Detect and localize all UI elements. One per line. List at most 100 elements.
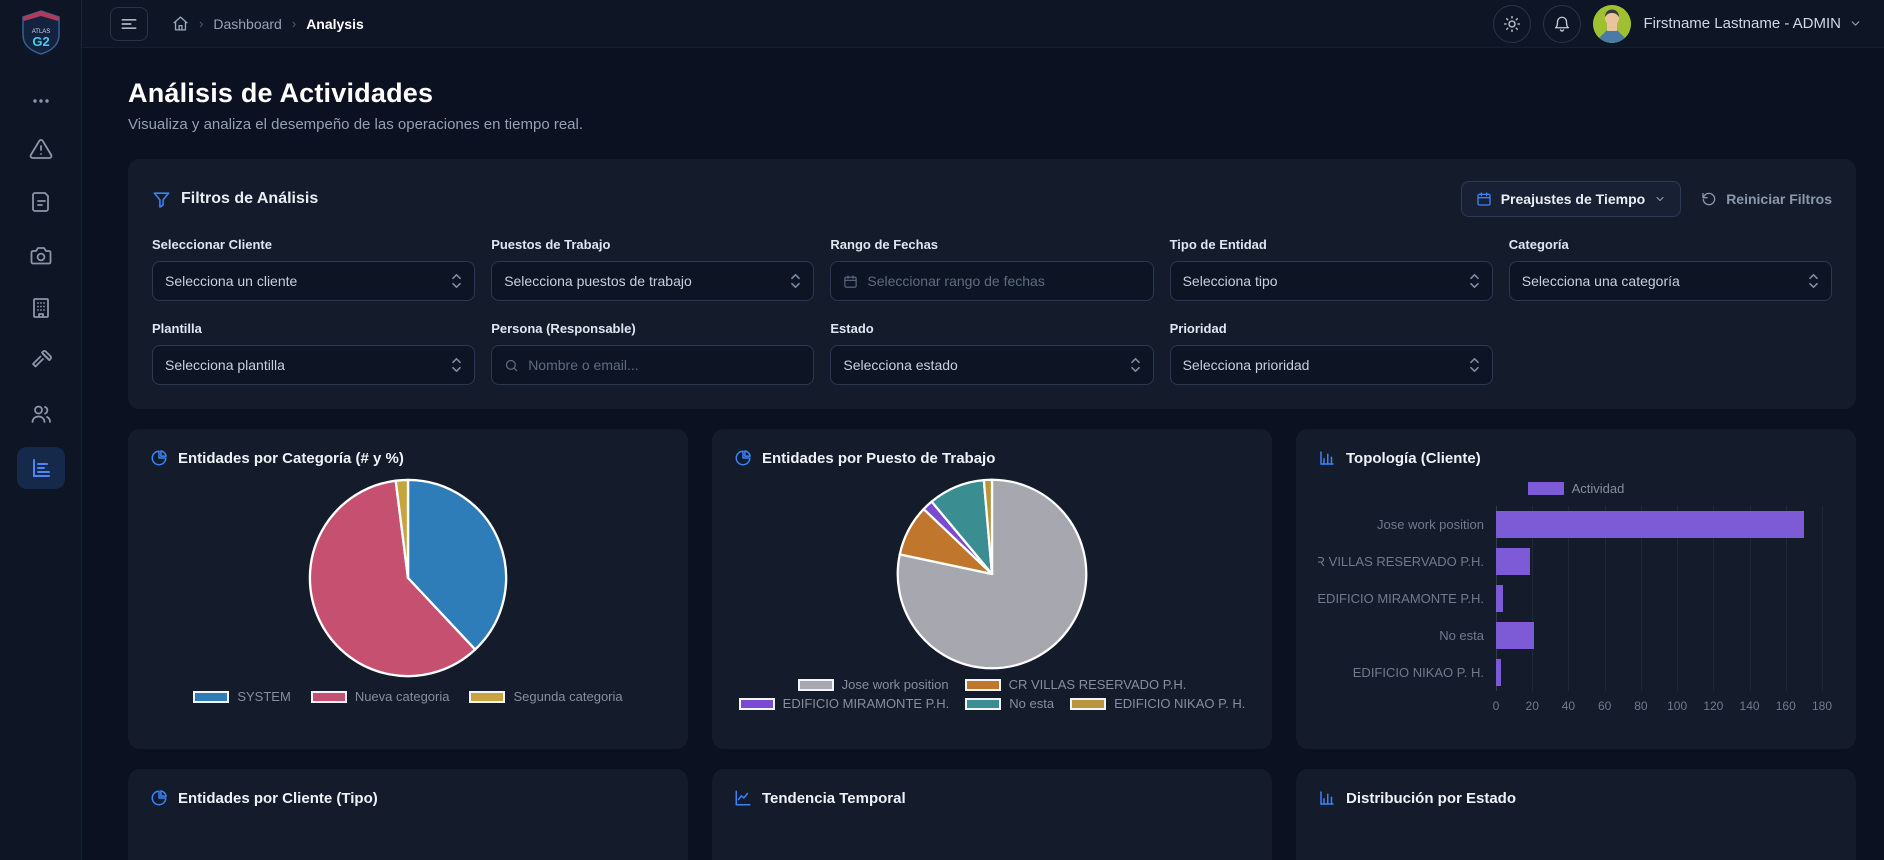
filter-funnel-icon — [152, 190, 171, 209]
chart-card-header: Entidades por Categoría (# y %) — [150, 449, 666, 467]
breadcrumb-separator: › — [291, 16, 297, 31]
legend-swatch — [469, 690, 506, 703]
pie-chart-icon — [150, 789, 168, 807]
atlas-g2-logo-icon: ATLAS G2 — [21, 10, 60, 55]
pie-svg[interactable] — [305, 475, 511, 681]
legend-swatch — [1070, 697, 1107, 710]
sidebar-hammer-icon[interactable] — [0, 334, 81, 387]
filter-field-estado: Estado Selecciona estado — [830, 321, 1154, 385]
page-header: Análisis de Actividades Visualiza y anal… — [128, 78, 1856, 133]
chart-card-header: Entidades por Cliente (Tipo) — [150, 789, 666, 807]
chevrons-up-down-icon — [1130, 357, 1141, 373]
bar-nikao[interactable] — [1496, 659, 1502, 686]
bar-jose-work-position[interactable] — [1496, 511, 1804, 538]
chart-card-categoria: Entidades por Categoría (# y %) SYSTEM N… — [128, 429, 688, 749]
bar-row: CR VILLAS RESERVADO P.H. — [1318, 543, 1834, 580]
categoria-select[interactable]: Selecciona una categoría — [1508, 261, 1832, 301]
filter-field-plantilla: Plantilla Selecciona plantilla — [152, 321, 476, 385]
breadcrumb-analysis: Analysis — [306, 15, 364, 32]
date-range-input[interactable]: Seleccionar rango de fechas — [830, 261, 1154, 301]
legend-swatch — [964, 678, 1001, 691]
chart-card-topologia: Topología (Cliente) Actividad Jose work … — [1296, 429, 1856, 749]
sidebar-camera-icon[interactable] — [0, 228, 81, 281]
sidebar-more-ellipsis-icon[interactable] — [0, 80, 81, 122]
reset-filters-label: Reiniciar Filtros — [1726, 191, 1832, 207]
bar-no-esta[interactable] — [1496, 622, 1535, 649]
legend-swatch — [310, 690, 347, 703]
theme-toggle-button[interactable] — [1493, 4, 1532, 43]
legend-swatch — [965, 697, 1002, 710]
chevron-down-icon — [1849, 17, 1862, 30]
field-label: Seleccionar Cliente — [152, 237, 272, 252]
legend-item[interactable]: SYSTEM — [193, 689, 291, 704]
bar-miramonte[interactable] — [1496, 585, 1504, 612]
chart-title: Entidades por Cliente (Tipo) — [178, 789, 378, 807]
filters-header: Filtros de Análisis Preajustes de Tiempo — [152, 181, 1832, 217]
estado-select[interactable]: Selecciona estado — [830, 345, 1154, 385]
time-presets-label: Preajustes de Tiempo — [1500, 191, 1646, 207]
legend-item[interactable]: Jose work position — [797, 677, 949, 692]
notifications-button[interactable] — [1543, 4, 1582, 43]
legend-swatch — [1527, 482, 1564, 495]
persona-search-input[interactable] — [528, 357, 802, 373]
reset-filters-button[interactable]: Reiniciar Filtros — [1701, 191, 1832, 207]
legend-item[interactable]: EDIFICIO MIRAMONTE P.H. — [738, 696, 949, 711]
prioridad-select[interactable]: Selecciona prioridad — [1169, 345, 1493, 385]
sun-icon — [1504, 15, 1521, 32]
sidebar-alert-triangle-icon[interactable] — [0, 122, 81, 175]
bar-cr-villas[interactable] — [1496, 548, 1531, 575]
persona-search-field — [491, 345, 815, 385]
chart-title: Entidades por Categoría (# y %) — [178, 449, 404, 467]
bar-row: EDIFICIO MIRAMONTE P.H. — [1318, 580, 1834, 617]
tipo-select[interactable]: Selecciona tipo — [1169, 261, 1493, 301]
bar-chart-horizontal-icon — [16, 447, 65, 489]
plantilla-select[interactable]: Selecciona plantilla — [152, 345, 476, 385]
chevrons-up-down-icon — [451, 273, 462, 289]
chevrons-up-down-icon — [1469, 273, 1480, 289]
filter-field-puestos: Puestos de Trabajo Selecciona puestos de… — [491, 237, 815, 301]
legend-item[interactable]: CR VILLAS RESERVADO P.H. — [964, 677, 1186, 692]
sidebar-document-icon[interactable] — [0, 175, 81, 228]
sidebar-building-icon[interactable] — [0, 281, 81, 334]
legend-item[interactable]: Nueva categoria — [310, 689, 449, 704]
charts-row-bottom: Entidades por Cliente (Tipo) Tendencia T… — [128, 769, 1856, 860]
bar-row: EDIFICIO NIKAO P. H. — [1318, 654, 1834, 691]
bar-legend: Actividad — [1318, 481, 1834, 496]
chart-card-cliente-tipo: Entidades por Cliente (Tipo) — [128, 769, 688, 860]
sidebar-analysis-active[interactable] — [0, 440, 81, 496]
legend-item-actividad[interactable]: Actividad — [1527, 481, 1624, 496]
legend-item[interactable]: EDIFICIO NIKAO P. H. — [1070, 696, 1245, 711]
chart-title: Distribución por Estado — [1346, 789, 1517, 807]
legend-item[interactable]: No esta — [965, 696, 1054, 711]
field-label: Tipo de Entidad — [1169, 237, 1267, 252]
field-label: Persona (Responsable) — [491, 321, 636, 336]
sidebar-users-icon[interactable] — [0, 387, 81, 440]
time-presets-button[interactable]: Preajustes de Tiempo — [1460, 181, 1682, 217]
filters-actions: Preajustes de Tiempo Reiniciar Filtros — [1460, 181, 1832, 217]
sidebar-toggle-button[interactable] — [110, 6, 148, 41]
filters-grid: Seleccionar Cliente Selecciona un client… — [152, 237, 1832, 385]
field-label: Rango de Fechas — [830, 237, 939, 252]
chevrons-up-down-icon — [1808, 273, 1819, 289]
app-logo[interactable]: ATLAS G2 — [18, 8, 64, 56]
legend-item[interactable]: Segunda categoria — [469, 689, 623, 704]
bar-row: Jose work position — [1318, 506, 1834, 543]
user-avatar[interactable] — [1593, 4, 1632, 43]
home-icon[interactable] — [172, 15, 189, 32]
field-label: Categoría — [1508, 237, 1569, 252]
page-title: Análisis de Actividades — [128, 78, 434, 108]
cliente-select[interactable]: Selecciona un cliente — [152, 261, 476, 301]
puestos-select[interactable]: Selecciona puestos de trabajo — [491, 261, 815, 301]
page-subtitle: Visualiza y analiza el desempeño de las … — [128, 116, 584, 133]
breadcrumb-dashboard[interactable]: Dashboard — [213, 15, 282, 32]
user-menu[interactable]: Firstname Lastname - ADMIN — [1643, 15, 1862, 32]
x-axis-ticks: 0 20 40 60 80 100 120 140 160 180 — [1492, 699, 1833, 713]
chart-card-header: Tendencia Temporal — [734, 789, 1250, 807]
filter-field-prioridad: Prioridad Selecciona prioridad — [1169, 321, 1493, 385]
pie-legend: SYSTEM Nueva categoria Segunda categoria — [150, 689, 666, 704]
field-label: Estado — [830, 321, 874, 336]
pie-svg[interactable] — [893, 475, 1091, 673]
filters-panel: Filtros de Análisis Preajustes de Tiempo — [128, 159, 1856, 409]
filter-field-persona: Persona (Responsable) — [491, 321, 815, 385]
